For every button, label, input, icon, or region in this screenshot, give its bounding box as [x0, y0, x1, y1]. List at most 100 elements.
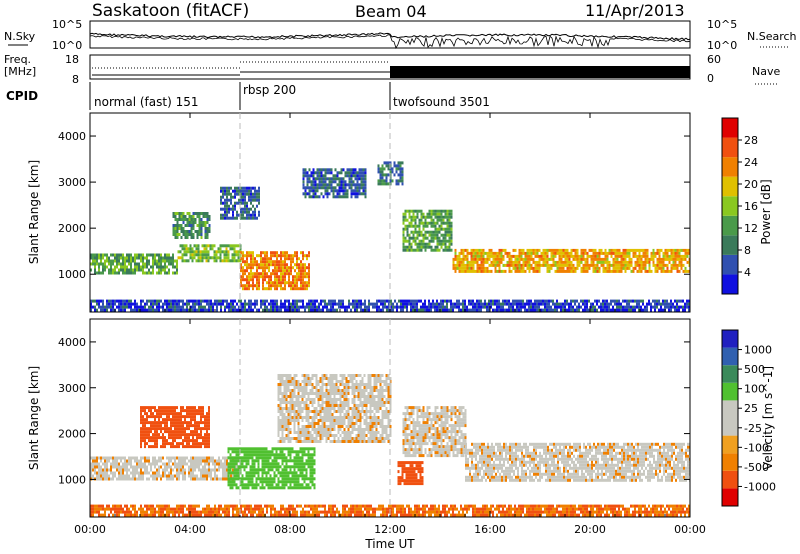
- power-cell: [362, 192, 365, 196]
- power-cell: [592, 302, 594, 306]
- velocity-cell: [144, 468, 146, 472]
- velocity-cell: [172, 415, 174, 419]
- power-cell: [564, 302, 566, 306]
- power-cell: [364, 168, 367, 172]
- velocity-cell: [237, 477, 240, 481]
- power-cell: [330, 177, 333, 181]
- power-cell: [189, 250, 192, 254]
- power-cell: [242, 308, 244, 312]
- power-cell: [216, 302, 218, 306]
- power-cell: [284, 251, 286, 255]
- power-cell: [192, 299, 194, 303]
- power-cell: [482, 305, 484, 309]
- velocity-cell: [142, 424, 144, 428]
- velocity-cell: [305, 471, 308, 475]
- power-cell: [664, 299, 666, 303]
- power-cell: [158, 265, 160, 269]
- power-cell: [484, 266, 487, 270]
- velocity-cell: [247, 483, 250, 487]
- velocity-cell: [180, 471, 182, 475]
- power-cell: [450, 239, 453, 243]
- power-cell: [192, 221, 195, 224]
- power-cell: [282, 287, 284, 291]
- power-cell: [430, 236, 433, 240]
- power-cell: [618, 248, 621, 252]
- velocity-cell: [303, 462, 306, 466]
- power-cell: [460, 266, 463, 270]
- power-cell: [530, 266, 533, 270]
- power-cell: [195, 247, 198, 251]
- power-cell: [516, 269, 519, 273]
- velocity-cell: [162, 436, 164, 440]
- velocity-cell: [174, 415, 176, 419]
- power-cell: [260, 257, 262, 261]
- power-cell: [156, 302, 158, 306]
- power-cell: [528, 263, 531, 267]
- power-cell: [524, 302, 526, 306]
- power-cell: [554, 269, 557, 273]
- velocity-cell: [154, 427, 156, 431]
- power-cell: [381, 164, 384, 168]
- power-cell: [399, 173, 402, 177]
- velocity-cell: [174, 406, 176, 410]
- power-cell: [530, 251, 533, 255]
- power-cell: [428, 233, 431, 237]
- power-cell: [376, 302, 378, 306]
- power-cell: [508, 299, 510, 303]
- freq-label-1: Freq.: [4, 53, 31, 66]
- velocity-cell: [283, 468, 286, 472]
- power-cell: [189, 256, 192, 260]
- velocity-cell: [184, 439, 186, 443]
- velocity-cell: [164, 442, 166, 446]
- power-cell: [648, 299, 650, 303]
- power-cell: [242, 287, 244, 291]
- power-cell: [660, 305, 662, 309]
- power-cell: [230, 305, 232, 309]
- power-cell: [324, 168, 327, 172]
- power-cell: [470, 266, 473, 270]
- velocity-cell: [291, 486, 294, 490]
- power-cell: [528, 260, 531, 264]
- power-cell: [116, 253, 118, 257]
- velocity-cell: [154, 415, 156, 419]
- velocity-cell: [102, 471, 104, 475]
- power-cell: [201, 253, 204, 257]
- velocity-cell: [265, 480, 268, 484]
- power-cell: [280, 275, 282, 279]
- power-cell: [162, 302, 164, 306]
- velocity-cell: [227, 462, 230, 466]
- power-cell: [192, 215, 195, 218]
- power-cell: [590, 248, 593, 252]
- velocity-cell: [297, 465, 300, 469]
- velocity-cell: [174, 474, 176, 478]
- power-cell: [448, 236, 451, 240]
- velocity-cell: [237, 486, 240, 490]
- power-cell: [660, 308, 662, 312]
- power-cell: [225, 253, 228, 257]
- power-cell: [262, 257, 264, 261]
- power-cell: [256, 308, 258, 312]
- power-cell: [676, 299, 678, 303]
- velocity-cell: [307, 450, 310, 454]
- power-cell: [448, 248, 451, 252]
- power-cell: [134, 305, 136, 309]
- power-cell: [266, 272, 268, 276]
- power-cell: [598, 254, 601, 258]
- power-cell: [570, 266, 573, 270]
- velocity-cell: [297, 453, 300, 457]
- power-cell: [397, 173, 400, 177]
- power-cell: [244, 189, 246, 193]
- power-cell: [518, 299, 520, 303]
- power-cell: [492, 254, 495, 258]
- power-cell: [230, 201, 232, 205]
- power-cell: [116, 271, 118, 275]
- power-cell: [144, 271, 146, 275]
- power-cell: [286, 263, 288, 267]
- power-cell: [140, 253, 142, 257]
- power-cell: [444, 209, 447, 213]
- power-colorbar-tick: 20: [744, 178, 758, 191]
- power-cell: [316, 195, 319, 199]
- velocity-cell: [170, 418, 172, 422]
- velocity-cell: [267, 456, 270, 460]
- velocity-cell: [307, 447, 310, 451]
